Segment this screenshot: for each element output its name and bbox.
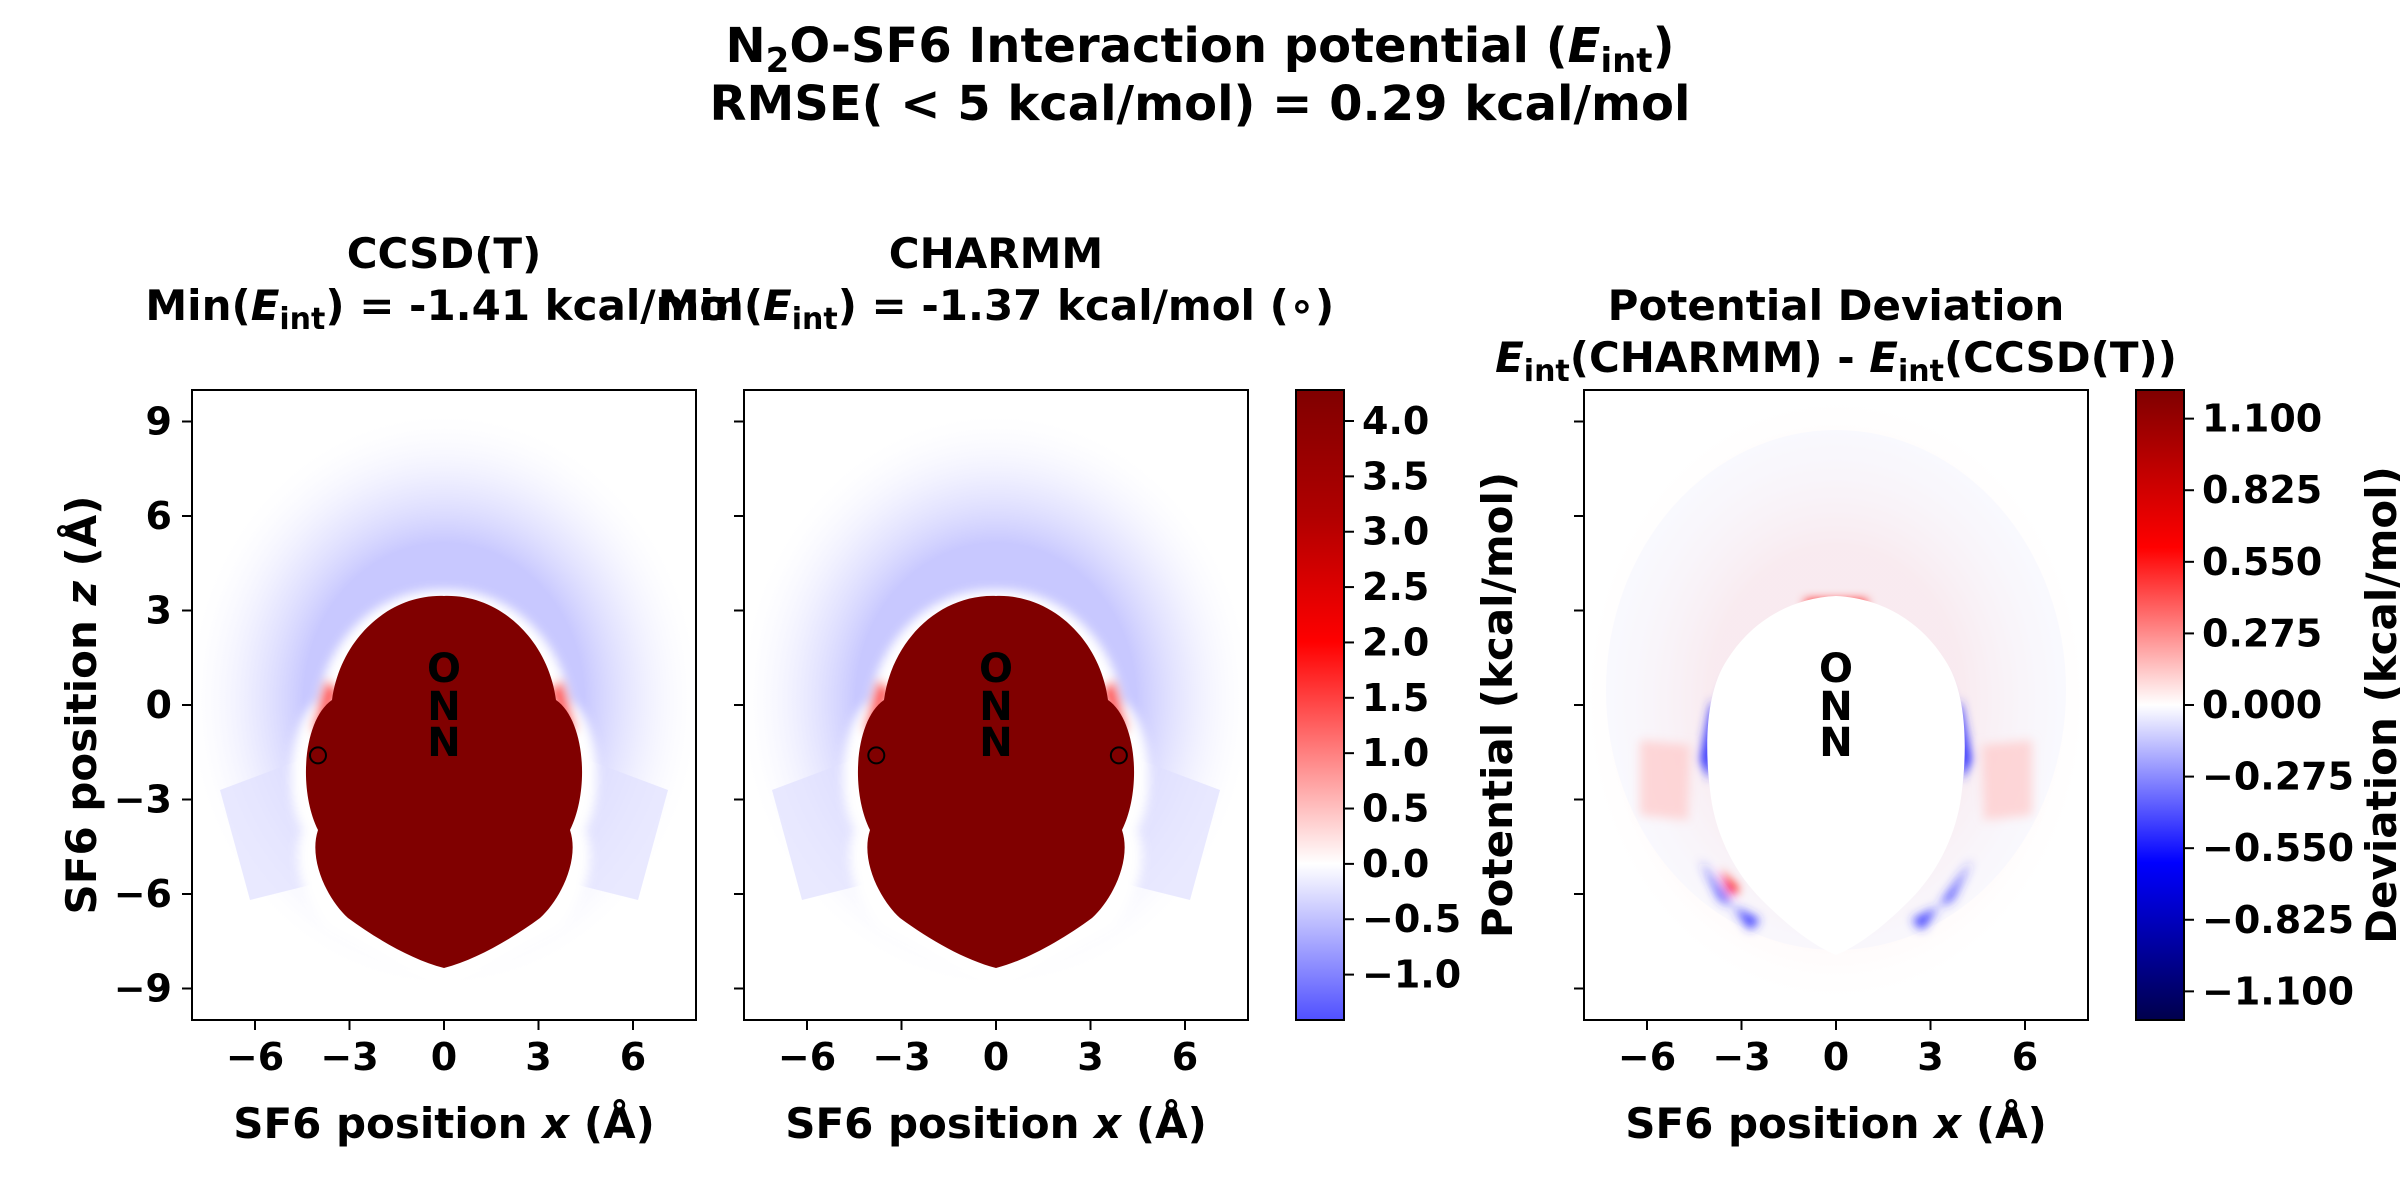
x-tick-label: −3 [872, 1035, 930, 1079]
y-tick-label: 0 [146, 683, 172, 727]
x-tick-label: −6 [778, 1035, 836, 1079]
colorbar-tick-label: −0.550 [2202, 826, 2354, 870]
colorbar-tick-label: 1.0 [1362, 731, 1429, 775]
atom-label: O [427, 646, 461, 692]
colorbar-tick-label: 2.5 [1362, 565, 1429, 609]
panel2-plot [744, 390, 1248, 1020]
colorbar-tick-label: 3.0 [1362, 510, 1429, 554]
panel1-title: CCSD(T) [347, 229, 542, 278]
figure-title-line2: RMSE( < 5 kcal/mol) = 0.29 kcal/mol [710, 76, 1691, 132]
atom-label: O [979, 646, 1013, 692]
y-tick-label: −3 [114, 778, 172, 822]
x-tick-label: 3 [525, 1035, 551, 1079]
panel3-xlabel: SF6 position x (Å) [1625, 1098, 2047, 1148]
panel3-title: Potential Deviation [1608, 281, 2065, 330]
x-tick-label: 0 [1823, 1035, 1849, 1079]
colorbar-tick-label: 1.5 [1362, 676, 1429, 720]
atom-label: N [1819, 684, 1852, 730]
colorbar-tick-label: −0.275 [2202, 755, 2354, 799]
colorbar2 [2135, 389, 2185, 1021]
x-tick-label: −6 [226, 1035, 284, 1079]
x-tick-label: −3 [320, 1035, 378, 1079]
x-tick-label: −6 [1618, 1035, 1676, 1079]
colorbar-tick-label: 0.550 [2202, 540, 2322, 584]
colorbar-tick-label: −1.0 [1362, 953, 1461, 997]
panel3-plot [1584, 390, 2088, 1020]
minimum-marker [1109, 746, 1128, 765]
panel1-subtitle: Min(Eint) = -1.41 kcal/mol [145, 281, 742, 337]
y-tick-label: 9 [146, 400, 172, 444]
atom-label: N [427, 720, 460, 766]
atom-label: N [427, 684, 460, 730]
colorbar-tick-label: −0.825 [2202, 898, 2354, 942]
colorbar-tick-label: 0.825 [2202, 468, 2322, 512]
y-tick-label: −6 [114, 872, 172, 916]
colorbar-tick-label: −0.5 [1362, 897, 1461, 941]
colorbar-tick-label: 0.000 [2202, 683, 2322, 727]
x-tick-label: 3 [1917, 1035, 1943, 1079]
colorbar-tick-label: 4.0 [1362, 399, 1429, 443]
x-tick-label: 6 [620, 1035, 646, 1079]
panel2-title: CHARMM [889, 229, 1103, 278]
colorbar2-label: Deviation (kcal/mol) [2357, 466, 2400, 944]
colorbar-tick-label: −1.100 [2202, 969, 2354, 1013]
colorbar-tick-label: 1.100 [2202, 397, 2322, 441]
x-tick-label: 0 [431, 1035, 457, 1079]
x-tick-label: 6 [1172, 1035, 1198, 1079]
panel1-xlabel: SF6 position x (Å) [233, 1098, 655, 1148]
colorbar-tick-label: 0.275 [2202, 611, 2322, 655]
colorbar-tick-label: 0.5 [1362, 787, 1429, 831]
x-tick-label: 0 [983, 1035, 1009, 1079]
panel3-subtitle: Eint(CHARMM) - Eint(CCSD(T)) [1495, 333, 2177, 389]
panel1-ylabel: SF6 position z (Å) [56, 496, 106, 915]
atom-label: N [979, 684, 1012, 730]
minimum-marker [867, 746, 886, 765]
x-tick-label: 6 [2012, 1035, 2038, 1079]
minimum-marker [309, 746, 327, 765]
y-tick-label: 6 [146, 494, 172, 538]
atom-label: N [979, 720, 1012, 766]
x-tick-label: 3 [1077, 1035, 1103, 1079]
colorbar-tick-label: 0.0 [1362, 842, 1429, 886]
colorbar1 [1295, 389, 1345, 1021]
panel2-xlabel: SF6 position x (Å) [785, 1098, 1207, 1148]
colorbar-tick-label: 3.5 [1362, 454, 1429, 498]
y-tick-label: 3 [146, 589, 172, 633]
x-tick-label: −3 [1712, 1035, 1770, 1079]
atom-label: O [1819, 646, 1853, 692]
figure-title-line1: N2O-SF6 Interaction potential (Eint) [726, 18, 1675, 81]
y-tick-label: −9 [114, 967, 172, 1011]
colorbar-tick-label: 2.0 [1362, 620, 1429, 664]
atom-label: N [1819, 720, 1852, 766]
panel2-subtitle: Min(Eint) = -1.37 kcal/mol (∘) [658, 281, 1335, 337]
panel1-plot [192, 390, 696, 1020]
colorbar1-label: Potential (kcal/mol) [1473, 472, 1522, 938]
